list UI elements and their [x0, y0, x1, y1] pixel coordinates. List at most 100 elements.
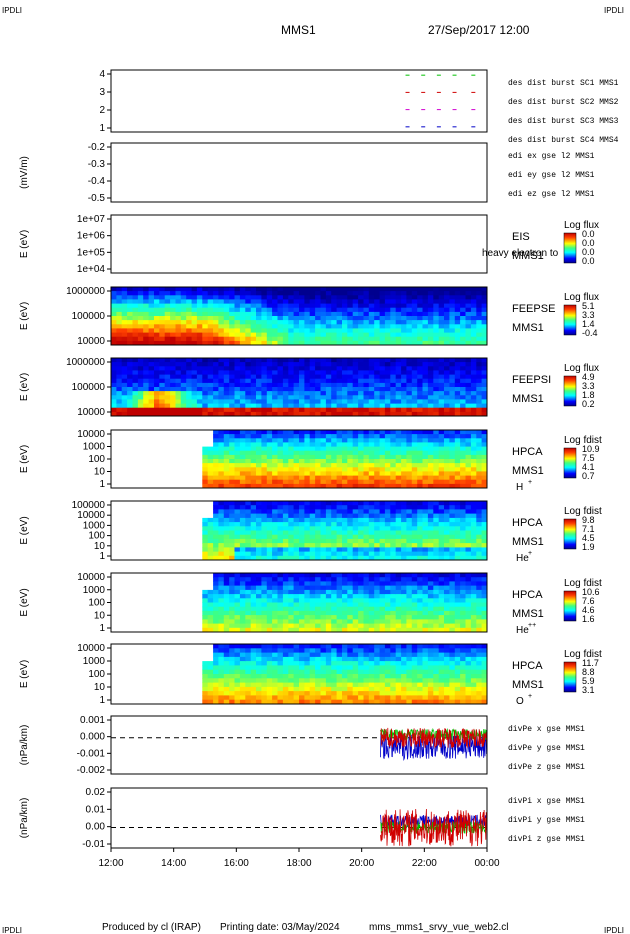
heatmap-cell: [213, 467, 219, 472]
heatmap-cell: [358, 463, 364, 468]
heatmap-cell: [299, 585, 305, 591]
heatmap-cell: [422, 538, 429, 544]
heatmap-cell: [368, 648, 375, 654]
heatmap-cell: [449, 328, 456, 333]
heatmap-cell: [438, 606, 445, 612]
heatmap-cell: [239, 479, 246, 485]
heatmap-cell: [454, 358, 461, 363]
heatmap-cell: [277, 291, 284, 296]
heatmap-cell: [470, 479, 477, 485]
heatmap-cell: [352, 602, 359, 608]
heatmap-cell: [395, 340, 402, 346]
heatmap-cell: [374, 505, 381, 510]
heatmap-cell: [336, 695, 343, 701]
heatmap-cell: [368, 547, 375, 553]
heatmap-cell: [250, 598, 257, 603]
heatmap-cell: [363, 307, 370, 313]
heatmap-cell: [325, 450, 332, 456]
heatmap-cell: [288, 411, 295, 417]
heatmap-cell: [384, 619, 391, 625]
heatmap-cell: [309, 483, 316, 489]
heatmap-cell: [363, 324, 370, 329]
heatmap-cell: [202, 619, 209, 625]
heatmap-cell: [358, 538, 364, 544]
heatmap-cell: [438, 598, 445, 603]
heatmap-cell: [476, 606, 483, 612]
heatmap-cell: [256, 483, 262, 489]
heatmap-cell: [379, 526, 386, 531]
heatmap-cell: [465, 463, 472, 468]
heatmap-cell: [256, 538, 262, 544]
heatmap-cell: [239, 581, 246, 587]
heatmap-cell: [422, 291, 429, 296]
heatmap-cell: [293, 378, 300, 384]
heatmap-cell: [309, 475, 316, 481]
heatmap-cell: [121, 295, 128, 300]
heatmap-cell: [266, 555, 273, 561]
heatmap-cell: [293, 471, 300, 476]
heatmap-cell: [481, 316, 488, 321]
heatmap-cell: [261, 287, 268, 292]
y-tick-label: 100: [88, 598, 105, 609]
heatmap-cell: [234, 370, 241, 375]
heatmap-cell: [427, 463, 434, 468]
heatmap-cell: [460, 623, 466, 629]
heatmap-cell: [266, 450, 273, 456]
heatmap-cell: [309, 610, 316, 616]
heatmap-cell: [229, 530, 236, 536]
heatmap-cell: [433, 434, 440, 439]
heatmap-cell: [250, 366, 257, 371]
heatmap-cell: [266, 362, 273, 367]
heatmap-cell: [293, 299, 300, 304]
heatmap-cell: [342, 430, 348, 435]
heatmap-cell: [309, 366, 316, 371]
colorbar-tick-label: -0.4: [582, 328, 598, 338]
heatmap-cell: [282, 648, 289, 654]
heatmap-cell: [406, 505, 413, 510]
heatmap-cell: [207, 467, 214, 472]
heatmap-cell: [336, 585, 343, 591]
heatmap-cell: [347, 303, 354, 309]
heatmap-cell: [444, 454, 450, 460]
heatmap-cell: [390, 332, 397, 338]
heatmap-cell: [218, 295, 225, 300]
heatmap-cell: [309, 332, 316, 338]
heatmap-cell: [282, 291, 289, 296]
heatmap-cell: [406, 585, 413, 591]
heatmap-cell: [121, 328, 128, 333]
heatmap-cell: [282, 303, 289, 309]
heatmap-cell: [261, 467, 268, 472]
heatmap-cell: [250, 358, 257, 363]
heatmap-cell: [121, 336, 128, 342]
heatmap-cell: [449, 336, 456, 342]
heatmap-cell: [159, 340, 166, 346]
heatmap-cell: [331, 543, 338, 548]
heatmap-cell: [229, 450, 236, 456]
heatmap-cell: [282, 328, 289, 333]
heatmap-cell: [309, 652, 316, 658]
heatmap-cell: [379, 434, 386, 439]
heatmap-cell: [411, 505, 418, 510]
heatmap-cell: [368, 362, 375, 367]
heatmap-cell: [234, 513, 241, 519]
heatmap-cell: [256, 475, 262, 481]
heatmap-cell: [454, 530, 461, 536]
heatmap-cell: [250, 324, 257, 329]
heatmap-cell: [282, 598, 289, 603]
heatmap-cell: [374, 328, 381, 333]
heatmap-cell: [191, 403, 198, 409]
heatmap-cell: [395, 463, 402, 468]
heatmap-cell: [202, 534, 209, 540]
heatmap-cell: [374, 644, 381, 649]
heatmap-cell: [282, 471, 289, 476]
heatmap-cell: [465, 407, 472, 413]
heatmap-cell: [223, 483, 230, 489]
heatmap-cell: [207, 547, 214, 553]
heatmap-cell: [164, 340, 171, 346]
heatmap-cell: [148, 362, 155, 367]
heatmap-cell: [213, 430, 219, 435]
y-tick-label: 1e+04: [77, 264, 106, 275]
heatmap-cell: [401, 362, 407, 367]
heatmap-cell: [379, 551, 386, 557]
heatmap-cell: [411, 307, 418, 313]
